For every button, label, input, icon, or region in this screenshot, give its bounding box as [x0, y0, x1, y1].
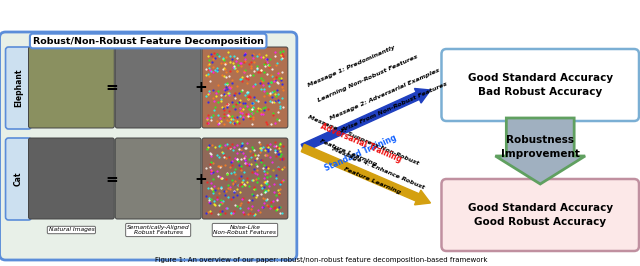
FancyBboxPatch shape — [442, 49, 639, 121]
Text: Semantically-Aligned
Robust Features: Semantically-Aligned Robust Features — [127, 225, 189, 235]
Text: Message 2: Adversarial Examples: Message 2: Adversarial Examples — [329, 67, 440, 121]
Text: +: + — [195, 172, 207, 186]
Text: Feature Learning: Feature Learning — [343, 167, 401, 195]
FancyBboxPatch shape — [6, 138, 31, 220]
FancyBboxPatch shape — [6, 47, 31, 129]
FancyBboxPatch shape — [202, 47, 288, 128]
Text: Figure 1: An overview of our paper: robust/non-robust feature decomposition-base: Figure 1: An overview of our paper: robu… — [154, 257, 487, 263]
Text: Good Standard Accuracy
Good Robust Accuracy: Good Standard Accuracy Good Robust Accur… — [468, 203, 613, 227]
Text: Noise-Like
Non-Robust Features: Noise-Like Non-Robust Features — [214, 225, 276, 235]
FancyBboxPatch shape — [115, 47, 201, 128]
Text: =: = — [105, 172, 118, 186]
Text: Feature Learning: Feature Learning — [319, 139, 377, 167]
Text: Learning Non-Robust Features: Learning Non-Robust Features — [317, 55, 419, 103]
FancyArrow shape — [301, 144, 431, 205]
Text: Cat: Cat — [14, 172, 23, 186]
Text: Natural Images: Natural Images — [49, 227, 94, 232]
Text: Robustness
Improvement: Robustness Improvement — [501, 135, 580, 159]
FancyBboxPatch shape — [202, 138, 288, 219]
FancyBboxPatch shape — [115, 138, 201, 219]
FancyBboxPatch shape — [442, 179, 639, 251]
Text: Robust/Non-Robust Feature Decomposition: Robust/Non-Robust Feature Decomposition — [33, 36, 264, 45]
Text: Message 3: Suppress Non-Robust: Message 3: Suppress Non-Robust — [307, 114, 419, 166]
FancyBboxPatch shape — [29, 138, 115, 219]
Text: =: = — [105, 81, 118, 95]
Text: Elephant: Elephant — [14, 69, 23, 107]
Text: Arise From Non-Robust Features: Arise From Non-Robust Features — [340, 81, 449, 133]
Text: Message 1: Predominantly: Message 1: Predominantly — [307, 44, 396, 88]
Text: Adversarial Training: Adversarial Training — [319, 122, 403, 164]
FancyBboxPatch shape — [29, 47, 115, 128]
Text: +: + — [195, 81, 207, 95]
FancyArrow shape — [495, 118, 585, 184]
Text: Message 4: Enhance Robust: Message 4: Enhance Robust — [331, 146, 425, 190]
Text: Good Standard Accuracy
Bad Robust Accuracy: Good Standard Accuracy Bad Robust Accura… — [468, 73, 613, 97]
FancyArrow shape — [301, 89, 431, 152]
FancyBboxPatch shape — [0, 32, 297, 260]
Text: Standard Training: Standard Training — [323, 133, 398, 173]
